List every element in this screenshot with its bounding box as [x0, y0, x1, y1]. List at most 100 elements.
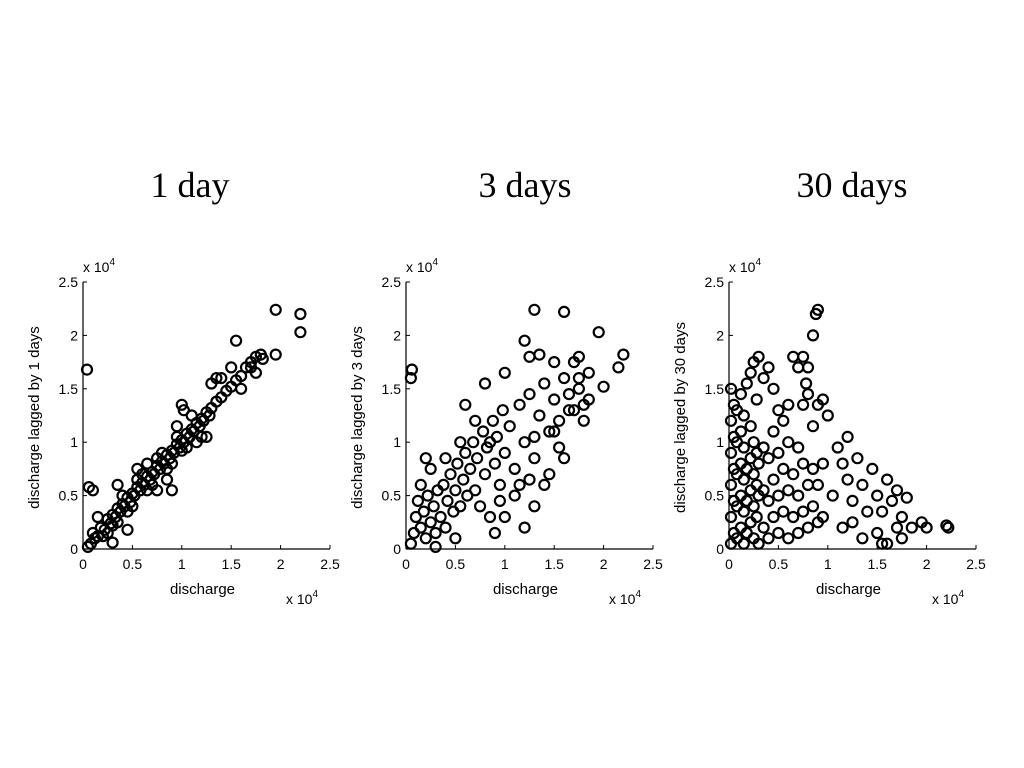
data-point: [831, 441, 844, 454]
data-point: [81, 540, 95, 554]
data-point: [895, 532, 909, 545]
data-point: [478, 468, 492, 481]
x-tick-label: 0.5: [446, 556, 466, 572]
data-point: [80, 363, 94, 376]
data-point: [772, 446, 785, 459]
data-point: [792, 441, 805, 454]
data-point: [612, 361, 625, 374]
data-point: [767, 382, 780, 395]
data-point: [111, 516, 124, 529]
y-exponent-label: x 104: [406, 257, 438, 275]
data-point: [734, 425, 748, 438]
data-point: [414, 521, 427, 534]
data-point: [757, 441, 770, 454]
data-point: [816, 393, 830, 406]
data-point: [841, 430, 854, 443]
data-point: [121, 505, 134, 518]
x-tick-label: 0.5: [769, 556, 789, 572]
data-point: [434, 510, 447, 524]
x-exponent-label: x 104: [932, 589, 964, 607]
x-tick-label: 2: [923, 556, 931, 572]
data-point: [734, 388, 748, 401]
data-point: [890, 484, 904, 497]
x-tick-label: 0: [79, 556, 87, 572]
data-point: [737, 409, 750, 422]
data-point: [787, 510, 800, 524]
x-exponent-label: x 104: [609, 589, 641, 607]
data-point: [890, 521, 904, 534]
y-tick-label: 0.5: [59, 488, 79, 504]
x-tick-label: 2.5: [966, 556, 986, 572]
data-point: [796, 457, 810, 470]
data-point: [121, 523, 134, 536]
data-point: [488, 457, 501, 470]
data-point: [752, 537, 765, 550]
y-tick-label: 2.5: [59, 274, 79, 290]
y-tick-label: 1.5: [59, 381, 79, 397]
data-point: [772, 489, 785, 502]
data-point: [116, 489, 129, 502]
data-point: [483, 436, 497, 449]
data-point: [444, 468, 457, 481]
data-point: [215, 372, 228, 385]
y-tick-label: 1: [716, 434, 724, 450]
y-tick-label: 2: [393, 327, 401, 343]
data-point: [836, 521, 849, 534]
data-point: [427, 500, 440, 513]
data-point: [508, 489, 521, 502]
data-point: [528, 303, 541, 316]
data-point: [811, 478, 825, 491]
data-point: [806, 420, 820, 433]
data-point: [543, 425, 556, 438]
data-point: [562, 404, 576, 417]
scatter-panel-1: 1 day 0 0.5 1 1.5 2 2.5 0 0.5 1 1.5 2 2.5 discharge di…: [26, 165, 340, 607]
data-point: [101, 526, 114, 540]
data-point: [885, 494, 899, 507]
data-point: [414, 478, 427, 491]
data-point: [190, 436, 203, 449]
data-point: [424, 462, 437, 475]
data-point: [557, 372, 571, 385]
data-point: [490, 430, 503, 443]
x-tick-label: 1: [178, 556, 186, 572]
data-point: [528, 500, 541, 513]
data-point: [740, 377, 753, 390]
x-tick-label: 1: [501, 556, 509, 572]
y-tick-label: 2: [70, 327, 78, 343]
data-point: [451, 457, 464, 470]
data-point: [474, 500, 487, 513]
y-exponent-label: x 104: [729, 257, 761, 275]
y-tick-label: 2.5: [705, 274, 725, 290]
data-point: [737, 441, 750, 454]
data-point: [294, 307, 307, 321]
data-point: [513, 478, 526, 491]
data-point: [454, 436, 467, 449]
y-tick-label: 0: [716, 541, 724, 557]
data-point: [528, 452, 541, 465]
data-point: [449, 532, 462, 545]
data-point: [200, 430, 213, 443]
data-point: [533, 409, 546, 422]
data-point: [503, 420, 516, 433]
y-tick-label: 1: [393, 434, 401, 450]
data-point: [737, 505, 750, 518]
data-point: [411, 494, 424, 507]
data-point: [801, 478, 815, 491]
data-point: [582, 366, 595, 379]
data-point: [792, 489, 805, 502]
x-exponent-power: 4: [958, 589, 964, 600]
x-tick-label: 2.5: [320, 556, 340, 572]
data-point: [441, 494, 454, 507]
data-point: [86, 484, 100, 497]
data-point: [767, 510, 780, 524]
data-point: [469, 484, 482, 497]
data-point: [131, 462, 144, 475]
data-point: [724, 382, 738, 395]
data-point: [235, 382, 248, 395]
data-point: [170, 420, 183, 433]
data-point: [724, 510, 738, 524]
data-point: [747, 500, 760, 513]
data-point: [752, 457, 765, 470]
x-exponent-label: x 104: [286, 589, 318, 607]
data-point: [493, 494, 506, 507]
